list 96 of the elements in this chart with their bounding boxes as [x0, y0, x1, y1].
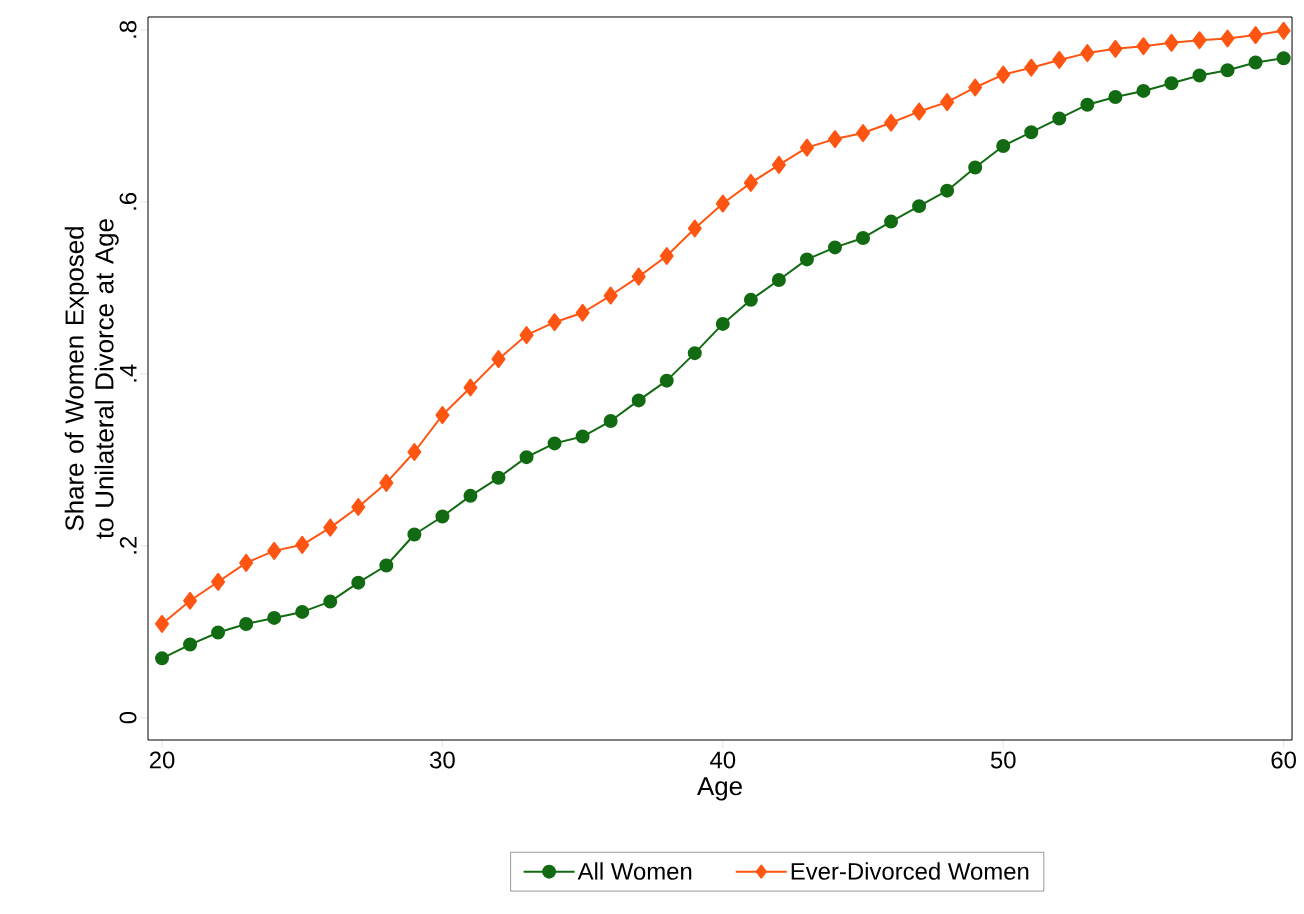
point	[884, 214, 899, 229]
legend-label: All Women	[577, 862, 692, 880]
point	[1080, 97, 1095, 112]
point	[1108, 39, 1123, 58]
point	[379, 558, 394, 573]
point	[183, 637, 198, 652]
point	[267, 541, 282, 560]
point	[491, 350, 506, 369]
point	[1220, 29, 1235, 48]
point	[351, 498, 366, 517]
point	[155, 651, 170, 666]
point	[491, 470, 506, 485]
point	[1248, 26, 1263, 45]
point	[743, 173, 758, 192]
point	[1276, 21, 1291, 40]
point	[435, 509, 450, 524]
y-tick-label: .8	[119, 20, 137, 38]
point	[603, 286, 618, 305]
x-tick-label: 20	[149, 751, 175, 769]
point	[856, 124, 871, 143]
point	[323, 518, 338, 537]
x-tick-label: 40	[710, 751, 736, 769]
point	[1164, 76, 1179, 91]
y-tick-label: .4	[120, 364, 137, 382]
point	[1052, 111, 1067, 126]
point	[519, 326, 534, 345]
point	[912, 199, 927, 214]
point	[1136, 37, 1151, 56]
point	[155, 614, 170, 633]
point	[267, 610, 282, 625]
y-tick-label: .2	[119, 536, 137, 554]
point	[547, 313, 562, 332]
point	[827, 130, 842, 149]
point	[687, 346, 702, 361]
point	[575, 303, 590, 322]
point	[1248, 55, 1263, 70]
point	[940, 183, 955, 198]
point	[351, 575, 366, 590]
point	[771, 155, 786, 174]
point	[211, 572, 226, 591]
point	[1220, 63, 1235, 78]
point	[884, 113, 899, 132]
y-tick-label: .6	[119, 192, 137, 210]
point	[631, 267, 646, 286]
point	[323, 594, 338, 609]
point	[435, 406, 450, 425]
point	[295, 535, 310, 554]
point	[603, 414, 618, 429]
point	[1276, 51, 1291, 66]
point	[239, 553, 254, 572]
point	[1108, 89, 1123, 104]
point	[771, 273, 786, 288]
point	[1024, 58, 1039, 77]
point	[968, 160, 983, 175]
point	[827, 240, 842, 255]
point	[968, 78, 983, 97]
point	[715, 316, 730, 331]
point	[799, 138, 814, 157]
point	[183, 591, 198, 610]
point	[687, 219, 702, 238]
point	[912, 102, 927, 121]
point	[1136, 83, 1151, 98]
point	[631, 393, 646, 408]
point	[743, 292, 758, 307]
point	[211, 625, 226, 640]
point	[519, 450, 534, 465]
point	[463, 488, 478, 503]
x-axis-title: Age	[697, 777, 742, 801]
point	[239, 616, 254, 631]
point	[1192, 68, 1207, 83]
point	[1024, 125, 1039, 140]
point	[996, 138, 1011, 153]
point	[1080, 44, 1095, 63]
point	[715, 194, 730, 213]
point	[1192, 31, 1207, 50]
point	[463, 378, 478, 397]
x-tick-label: 50	[990, 751, 1016, 769]
x-tick-label: 60	[1271, 751, 1296, 769]
point	[856, 230, 871, 245]
y-axis-title: Share of Women Exposed to Unilateral Divorce at Age	[64, 219, 119, 539]
point	[295, 604, 310, 619]
point	[407, 443, 422, 461]
point	[1052, 50, 1067, 69]
point	[1164, 33, 1179, 52]
point	[575, 429, 590, 444]
point	[940, 93, 955, 112]
y-tick-label: 0	[119, 711, 137, 724]
point	[659, 246, 674, 265]
point	[659, 373, 674, 388]
x-tick-label: 30	[430, 751, 455, 769]
point	[996, 65, 1011, 84]
legend-label: Ever-Divorced Women	[791, 862, 1029, 880]
point	[379, 473, 394, 492]
point	[407, 527, 422, 542]
point	[799, 252, 814, 267]
point	[547, 436, 562, 451]
